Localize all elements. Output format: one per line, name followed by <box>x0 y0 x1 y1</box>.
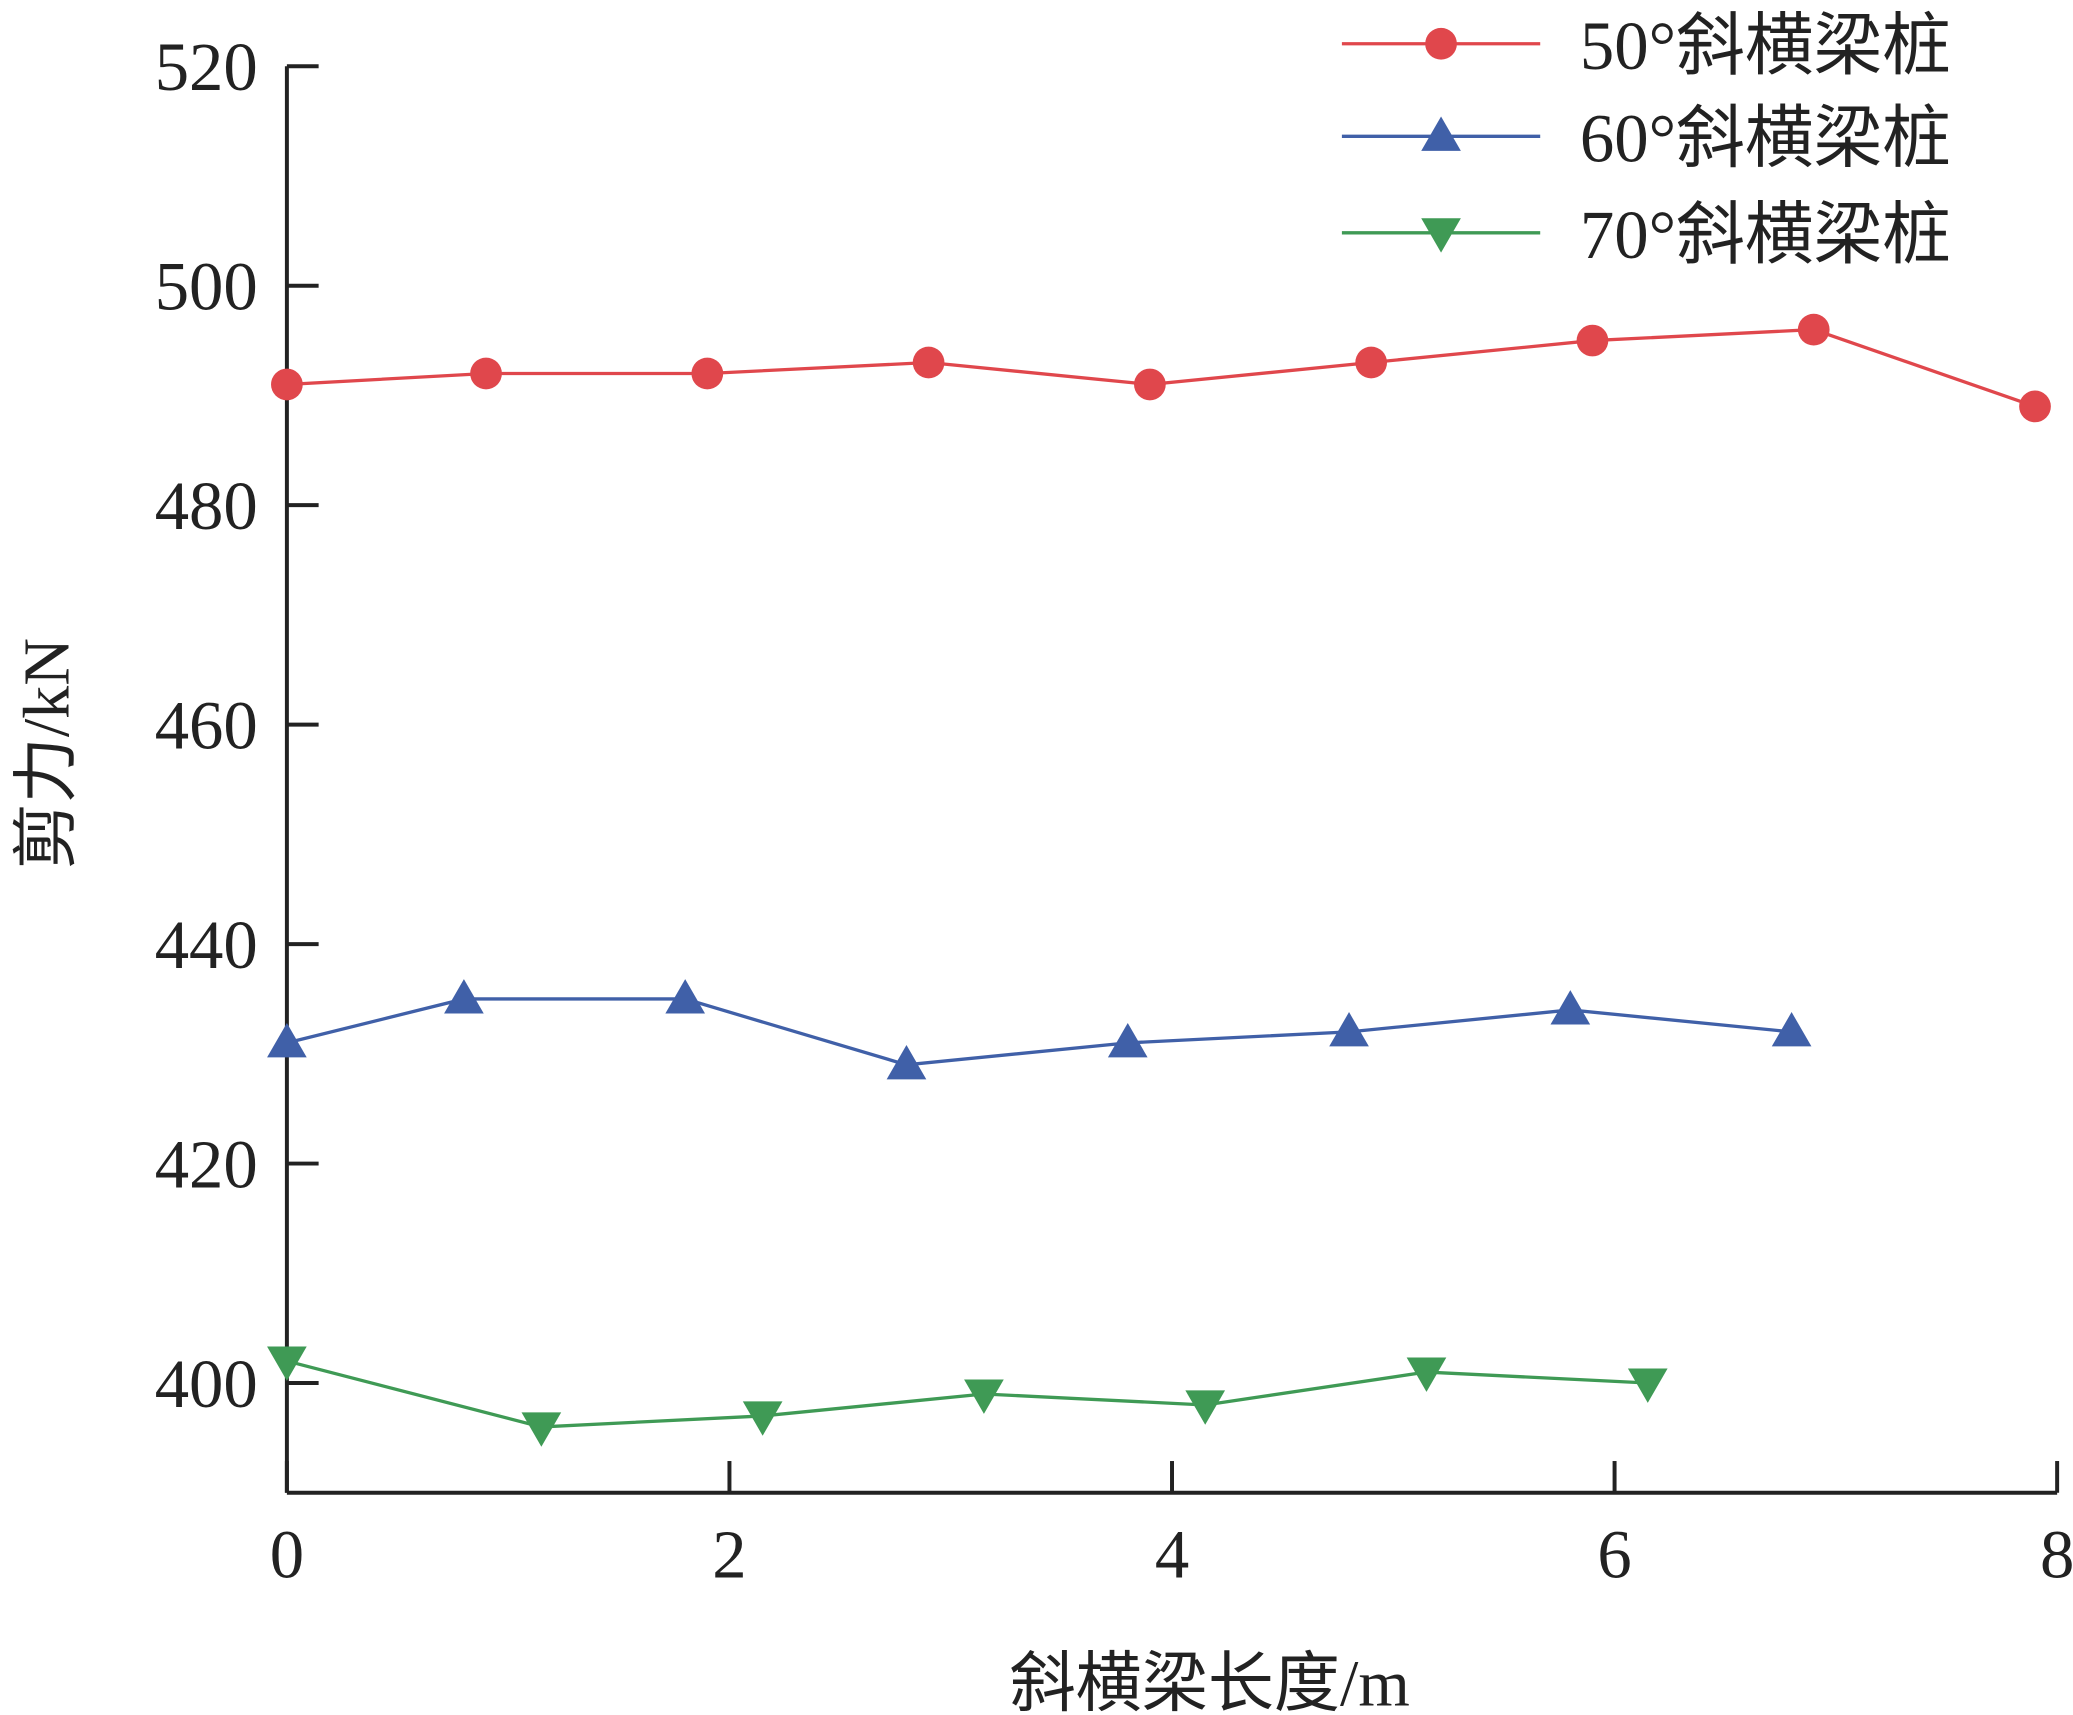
data-point <box>964 1379 1004 1414</box>
axes: 400 420 440 460 480 500 520 0 2 4 6 8 <box>155 29 2073 1592</box>
series-line <box>286 997 1792 1067</box>
y-tick-label: 500 <box>155 249 258 325</box>
legend-item: 50°斜横梁桩 <box>1341 8 1951 84</box>
data-point <box>271 368 303 401</box>
data-point <box>470 357 502 390</box>
data-point <box>267 1023 307 1058</box>
data-point <box>1406 1357 1447 1392</box>
legend: 50°斜横梁桩 60°斜横梁桩 70°斜横梁桩 <box>1341 8 1951 273</box>
data-point <box>1550 990 1591 1025</box>
data-point <box>267 1346 307 1381</box>
y-tick-label: 520 <box>155 29 258 105</box>
legend-label: 70°斜横梁桩 <box>1580 197 1951 273</box>
data-point <box>665 979 706 1014</box>
data-point <box>742 1401 783 1436</box>
legend-item: 70°斜横梁桩 <box>1341 197 1951 273</box>
legend-marker <box>1421 218 1461 253</box>
y-tick-label: 480 <box>155 468 258 544</box>
y-tick-label: 400 <box>155 1346 258 1422</box>
data-point <box>1576 324 1609 357</box>
data-point <box>1107 1023 1148 1058</box>
legend-label: 60°斜横梁桩 <box>1580 100 1951 176</box>
legend-marker <box>1421 116 1461 151</box>
data-point <box>521 1412 562 1447</box>
data-point <box>1329 1012 1369 1047</box>
series-line <box>286 1359 1648 1429</box>
x-tick-label: 6 <box>1597 1516 1631 1592</box>
y-axis-label: 剪力/kN <box>11 638 84 869</box>
data-point <box>2019 390 2051 423</box>
x-axis-label: 斜横梁长度/m <box>1010 1648 1410 1715</box>
x-tick-label: 8 <box>2040 1516 2073 1592</box>
data-point <box>1355 346 1388 379</box>
data-point <box>691 357 724 390</box>
x-tick-label: 4 <box>1155 1516 1189 1592</box>
y-tick-label: 440 <box>155 907 258 983</box>
data-point <box>1627 1368 1668 1403</box>
x-tick-label: 2 <box>712 1516 746 1592</box>
data-point <box>912 346 945 379</box>
series-0 <box>271 313 2051 423</box>
legend-item: 60°斜横梁桩 <box>1341 100 1951 176</box>
legend-label: 50°斜横梁桩 <box>1580 8 1951 84</box>
data-point <box>1771 1012 1812 1047</box>
legend-marker <box>1425 27 1457 60</box>
data-point <box>886 1044 927 1080</box>
series-1 <box>267 979 1812 1080</box>
data-point <box>1185 1390 1226 1425</box>
y-tick-label: 460 <box>155 687 258 763</box>
data-point <box>1797 313 1830 346</box>
data-point <box>444 979 484 1014</box>
series-2 <box>267 1346 1668 1447</box>
data-point <box>1134 368 1166 401</box>
series-group <box>267 313 2051 1447</box>
x-tick-label: 0 <box>270 1516 304 1592</box>
y-tick-label: 420 <box>155 1126 258 1202</box>
